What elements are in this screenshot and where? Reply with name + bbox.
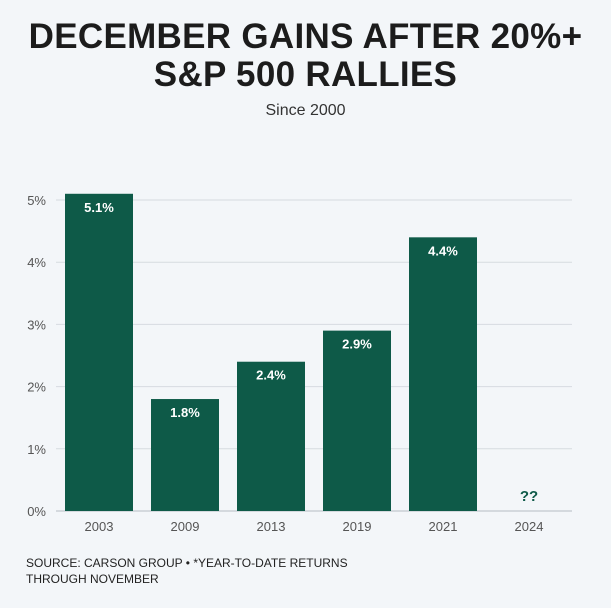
bar	[323, 330, 391, 511]
x-tick-label: 2003	[85, 519, 114, 534]
bar-data-label: 2.4%	[256, 368, 286, 383]
y-tick-label: 0%	[27, 504, 46, 519]
x-tick-label: 2009	[171, 519, 200, 534]
bar-data-label: 1.8%	[170, 405, 200, 420]
source-line-2: THROUGH NOVEMBER	[26, 572, 159, 586]
bar-data-label: ??	[520, 488, 538, 505]
bar	[151, 399, 219, 511]
bar-data-label: 5.1%	[84, 200, 114, 215]
chart-title-line-1: DECEMBER GAINS AFTER 20%+	[28, 17, 583, 56]
chart-title: DECEMBER GAINS AFTER 20%+ S&P 500 RALLIE…	[0, 18, 611, 94]
bar	[409, 237, 477, 511]
y-tick-label: 4%	[27, 255, 46, 270]
bar	[237, 361, 305, 511]
bar-data-label: 2.9%	[342, 337, 372, 352]
chart-title-line-2: S&P 500 RALLIES	[153, 55, 458, 94]
source-note: SOURCE: CARSON GROUP • *YEAR-TO-DATE RET…	[26, 555, 386, 587]
y-tick-label: 1%	[27, 442, 46, 457]
y-tick-label: 2%	[27, 380, 46, 395]
x-tick-label: 2019	[343, 519, 372, 534]
bar	[65, 193, 133, 511]
x-tick-label: 2021	[429, 519, 458, 534]
source-line-1: SOURCE: CARSON GROUP • *YEAR-TO-DATE RET…	[26, 556, 348, 570]
y-tick-label: 5%	[27, 193, 46, 208]
x-tick-label: 2024	[515, 519, 544, 534]
x-tick-label: 2013	[257, 519, 286, 534]
chart-subtitle: Since 2000	[265, 102, 346, 119]
bar-data-label: 4.4%	[428, 243, 458, 258]
y-tick-label: 3%	[27, 317, 46, 332]
